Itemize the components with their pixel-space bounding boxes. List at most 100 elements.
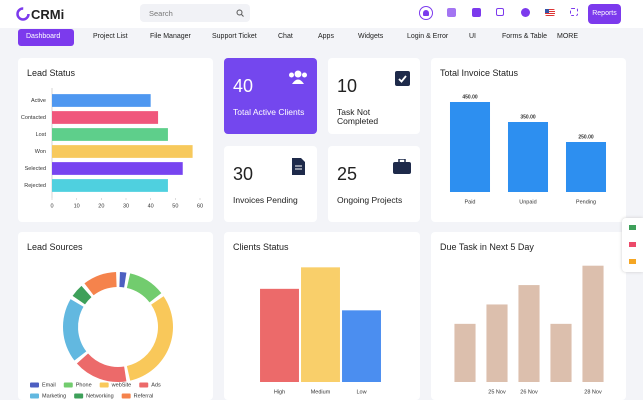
category-label: Active	[31, 98, 46, 104]
legend-label: Ads	[151, 382, 161, 388]
widget-icon[interactable]	[629, 242, 636, 247]
chart: Paid 450.00 Unpaid 350.00 Pending 250.00	[449, 94, 607, 205]
invoice-status-card: Total Invoice Status Paid 450.00 Unpaid 350…	[431, 58, 626, 222]
due-task-card: Due Task in Next 5 Day 25 Nov 26 Nov 28 No…	[431, 232, 626, 400]
stat-card[interactable]: 10 Task Not Completed	[328, 58, 420, 134]
x-tick-label: 26 Nov	[520, 389, 538, 395]
nav-item[interactable]: File Manager	[150, 33, 191, 40]
legend-swatch	[30, 393, 39, 399]
flag-icon[interactable]	[545, 9, 555, 16]
nav-item[interactable]: Forms & Table	[502, 33, 547, 40]
clients-status-card: Clients Status High Medium Low	[224, 232, 420, 400]
stat-card[interactable]: 30 Invoices Pending	[224, 146, 317, 222]
stat-value: 30	[233, 164, 254, 184]
lead-status-card: Lead Status Active Contacted Lost Won Select…	[18, 58, 213, 222]
card-title: Due Task in Next 5 Day	[440, 242, 534, 252]
card-title: Clients Status	[233, 242, 289, 252]
bell-icon[interactable]	[419, 6, 433, 20]
logo[interactable]: CRMi	[31, 7, 65, 22]
x-tick-label: 30	[123, 203, 129, 209]
x-tick-label: High	[274, 389, 285, 395]
lead-sources-card: Lead Sources Email Phone webSite Ads Marketi…	[18, 232, 213, 400]
cart-icon[interactable]	[496, 8, 504, 16]
category-label: Won	[35, 149, 46, 155]
category-label: Lost	[36, 132, 47, 138]
stat-card[interactable]: 40 Total Active Clients	[224, 58, 317, 134]
document-icon	[292, 158, 305, 175]
x-tick-label: 60	[197, 203, 203, 209]
x-tick-label: Paid	[464, 199, 475, 205]
stat-value: 25	[337, 164, 358, 184]
pie-slice	[63, 299, 87, 361]
widget-icon[interactable]	[629, 259, 636, 264]
nav-item[interactable]: Chat	[278, 33, 293, 40]
value-label: 250.00	[578, 134, 594, 140]
bar	[301, 267, 340, 382]
bar	[582, 265, 604, 382]
card-title: Lead Status	[27, 68, 76, 78]
x-tick-label: 40	[148, 203, 154, 209]
legend-swatch	[63, 382, 73, 388]
bar	[518, 285, 540, 382]
bar	[52, 128, 168, 141]
category-label: Contacted	[21, 115, 46, 121]
x-tick-label: Pending	[576, 199, 596, 205]
bar	[260, 288, 299, 382]
chart: 25 Nov 26 Nov 28 Nov	[454, 265, 604, 395]
bar	[449, 102, 491, 192]
card-title: Total Invoice Status	[440, 68, 519, 78]
bar	[565, 142, 607, 192]
logo-icon	[16, 7, 30, 21]
side-widget[interactable]	[622, 218, 643, 272]
bar	[550, 323, 572, 382]
header	[0, 0, 643, 28]
widget-icon[interactable]	[629, 225, 636, 230]
x-tick-label: 50	[172, 203, 178, 209]
nav-item[interactable]: Project List	[93, 33, 128, 40]
legend-label: Email	[42, 382, 56, 388]
folder-icon[interactable]	[472, 8, 481, 17]
pie-slice	[84, 272, 117, 296]
chat-icon[interactable]	[521, 8, 530, 17]
legend-label: Referral	[134, 393, 154, 399]
pie-slice	[126, 273, 162, 303]
pie-slice	[126, 296, 173, 381]
chart: High Medium Low	[260, 267, 381, 395]
x-tick-label: Medium	[311, 389, 331, 395]
fullscreen-icon[interactable]	[570, 8, 578, 16]
pie-slice	[119, 272, 127, 288]
briefcase-icon	[393, 159, 411, 174]
stat-card[interactable]: 25 Ongoing Projects	[328, 146, 420, 222]
legend-label: Phone	[76, 382, 92, 388]
nav-item[interactable]: Login & Error	[407, 33, 449, 40]
legend-label: Marketing	[42, 393, 66, 399]
nav-item[interactable]: Apps	[318, 33, 334, 40]
legend-swatch	[74, 393, 84, 399]
card-title: Lead Sources	[27, 242, 83, 252]
settings-icon[interactable]	[447, 8, 456, 17]
bar	[507, 122, 549, 192]
stat-value: 40	[233, 76, 254, 96]
search-box[interactable]: Search	[140, 4, 250, 22]
legend-swatch	[30, 382, 39, 388]
nav-active-bg	[18, 29, 74, 46]
stat-label: Invoices Pending	[233, 195, 298, 205]
nav-item[interactable]: Dashboard	[26, 33, 61, 40]
stat-value: 10	[337, 76, 358, 96]
nav-item[interactable]: MORE	[557, 33, 578, 40]
users-icon	[289, 70, 307, 84]
reports-button[interactable]: Reports	[588, 4, 621, 24]
bar	[52, 94, 151, 107]
pie-slice	[76, 353, 127, 382]
nav-item[interactable]: UI	[469, 33, 476, 40]
nav-item[interactable]: Support Ticket	[212, 33, 257, 40]
legend-swatch	[121, 393, 131, 399]
x-tick-label: Low	[356, 389, 366, 395]
nav-item[interactable]: Widgets	[358, 33, 384, 40]
bar	[52, 145, 193, 158]
category-label: Selected	[25, 166, 46, 172]
x-tick-label: Unpaid	[519, 199, 536, 205]
search-icon	[236, 9, 244, 17]
bar	[52, 162, 183, 175]
